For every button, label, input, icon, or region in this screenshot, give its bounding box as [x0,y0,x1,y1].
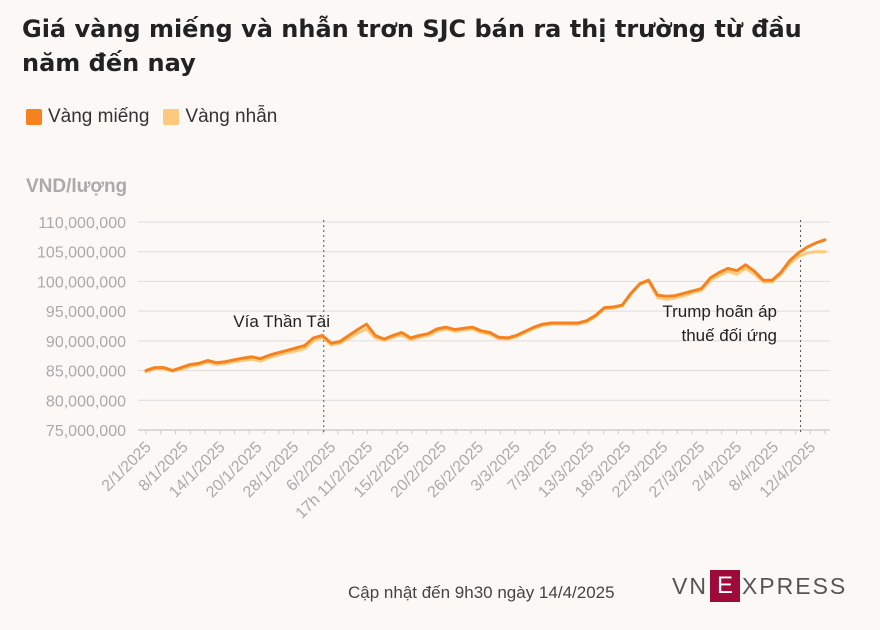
y-axis-label: VND/lượng [26,176,128,197]
y-tick-label: 90,000,000 [46,334,126,351]
legend-item-vang-mieng: Vàng miếng [26,106,149,128]
annotation-label: Vía Thần Tài [233,312,330,331]
legend-swatch-vang-mieng [26,109,42,125]
logo-text-left: VN [672,572,708,599]
y-tick-label: 110,000,000 [38,215,126,232]
legend-label-vang-mieng: Vàng miếng [48,106,150,127]
update-note: Cập nhật đến 9h30 ngày 14/4/2025 [348,583,615,602]
legend: Vàng miếng Vàng nhẫn [26,106,277,128]
y-tick-label: 75,000,000 [46,423,126,440]
logo-mark: E [709,570,740,602]
legend-label-vang-nhan: Vàng nhẫn [185,106,278,127]
legend-item-vang-nhan: Vàng nhẫn [163,106,277,128]
annotation-label: Trump hoãn áp [662,302,777,321]
chart-title: Giá vàng miếng và nhẫn trơn SJC bán ra t… [22,15,802,77]
y-tick-label: 105,000,000 [37,245,126,262]
vnexpress-logo: VN E XPRESS [672,570,847,602]
series-line [144,250,827,374]
y-tick-label: 80,000,000 [46,393,126,410]
logo-text-right: XPRESS [741,572,848,599]
annotation-label: thuế đối ứng [681,326,777,345]
series-line [144,238,827,373]
y-tick-label: 85,000,000 [46,364,126,381]
legend-swatch-vang-nhan [163,109,180,125]
y-tick-label: 100,000,000 [37,274,126,291]
y-tick-label: 95,000,000 [46,304,126,321]
